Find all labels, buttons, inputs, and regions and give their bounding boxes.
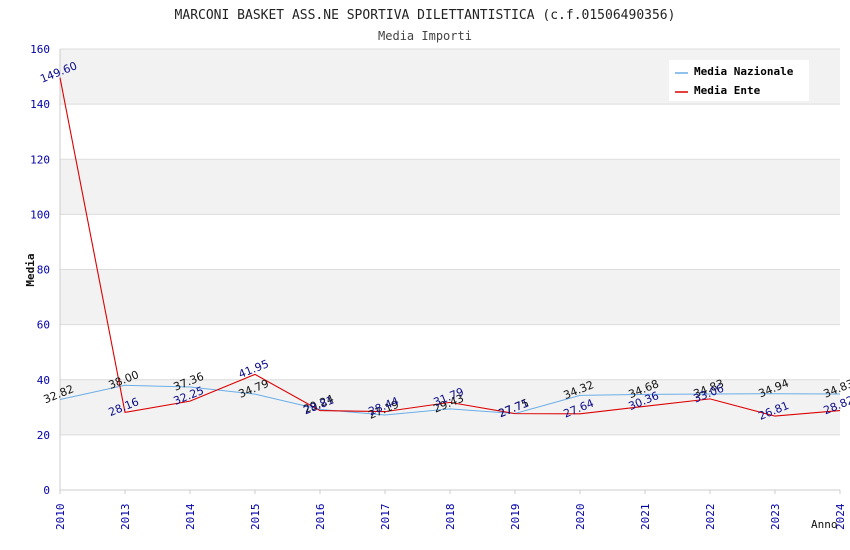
legend-box [669,60,809,101]
y-axis-label: Media [24,253,37,286]
x-axis-label: Anno [811,518,838,531]
x-axis-ticks: 2010 2013 2014 2015 2016 2017 2018 2019 2020 2021… [54,490,847,530]
y-tick-label: 40 [37,374,50,387]
x-tick-label: 2023 [769,504,782,531]
chart-title: MARCONI BASKET ASS.NE SPORTIVA DILETTANT… [175,8,676,23]
x-tick-label: 2014 [184,503,197,530]
y-tick-label: 100 [30,208,50,221]
x-tick-label: 2019 [509,504,522,531]
y-tick-label: 120 [30,153,50,166]
grid-band [60,269,840,325]
legend-label-media-nazionale: Media Nazionale [694,65,794,78]
x-tick-label: 2015 [249,504,262,531]
x-tick-label: 2021 [639,504,652,531]
series-line-media-nazionale [59,384,841,416]
series-line-media-ente [59,77,841,417]
x-tick-label: 2010 [54,504,67,531]
y-tick-label: 60 [37,319,50,332]
gridlines [60,48,840,491]
grid-band [60,379,840,435]
x-tick-label: 2020 [574,504,587,531]
legend-label-media-ente: Media Ente [694,84,761,97]
x-tick-label: 2016 [314,504,327,531]
x-tick-label: 2013 [119,504,132,531]
x-tick-label: 2018 [444,504,457,531]
grid-band [60,159,840,215]
y-tick-label: 160 [30,43,50,56]
x-tick-label: 2022 [704,504,717,531]
grid-bands [60,49,840,435]
y-tick-label: 80 [37,264,50,277]
chart-subtitle: Media Importi [378,29,472,43]
y-axis-ticks: 0 20 40 60 80 100 120 140 160 [30,43,50,497]
series-lines [59,77,841,417]
x-tick-label: 2024 [834,503,847,530]
legend: Media Nazionale Media Ente [669,60,809,101]
y-tick-label: 0 [43,484,50,497]
y-tick-label: 140 [30,98,50,111]
y-tick-label: 20 [37,429,50,442]
x-tick-label: 2017 [379,504,392,531]
